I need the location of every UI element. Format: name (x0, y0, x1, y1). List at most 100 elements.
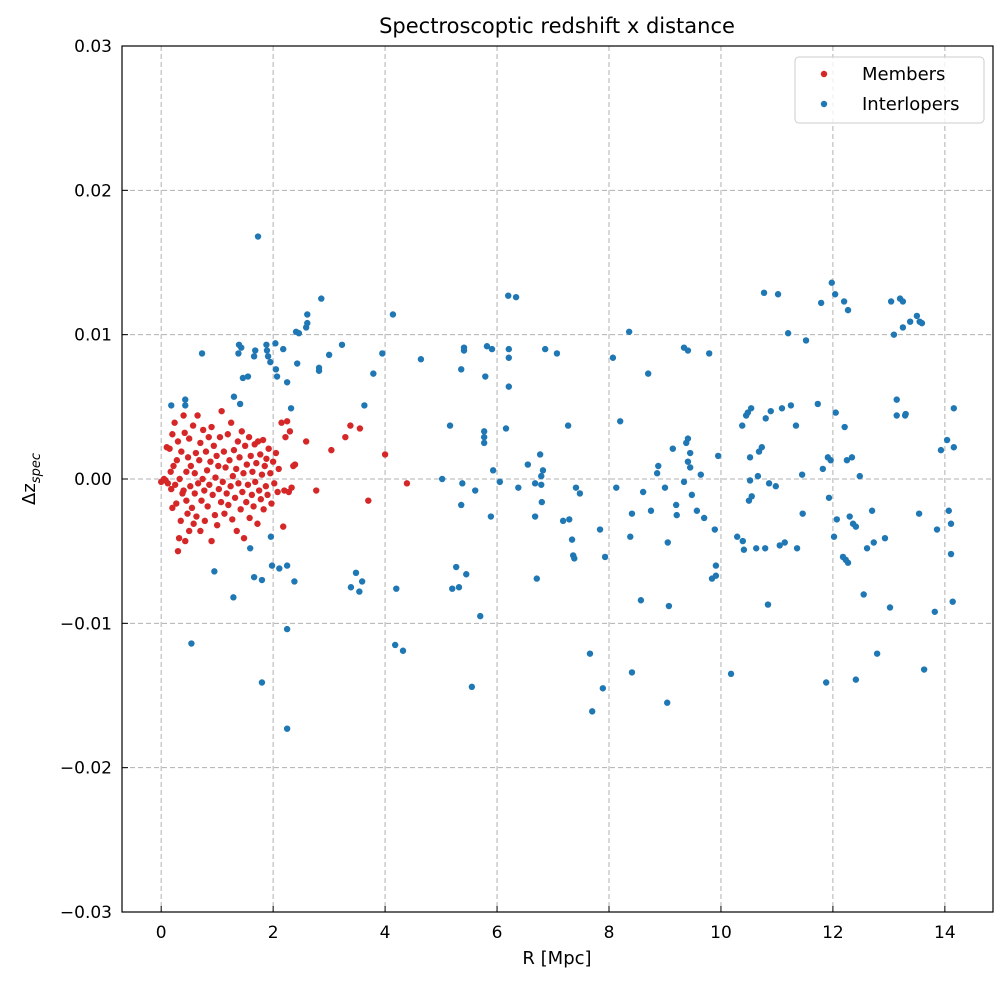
x-axis-label: R [Mpc] (522, 948, 591, 969)
point-interlopers (665, 602, 673, 610)
point-interlopers (950, 405, 958, 412)
point-interlopers (399, 647, 407, 654)
y-tick-label: −0.03 (60, 903, 112, 923)
point-members (265, 445, 272, 452)
point-members (356, 425, 364, 432)
point-members (211, 511, 219, 519)
point-interlopers (391, 641, 399, 649)
point-interlopers (772, 483, 780, 490)
point-interlopers (325, 351, 333, 359)
point-interlopers (644, 370, 652, 377)
point-interlopers (686, 464, 694, 471)
point-members (274, 488, 281, 496)
point-interlopers (893, 412, 900, 419)
point-members (254, 438, 262, 445)
point-interlopers (628, 669, 636, 676)
point-members (171, 419, 178, 426)
point-interlopers (902, 410, 909, 418)
point-members (275, 465, 282, 473)
point-members (302, 438, 310, 445)
point-members (183, 468, 190, 475)
point-interlopers (647, 507, 655, 514)
point-interlopers (576, 490, 584, 497)
point-interlopers (831, 291, 839, 298)
point-interlopers (533, 575, 540, 582)
point-members (240, 470, 247, 477)
point-members (225, 501, 232, 509)
point-interlopers (627, 533, 634, 540)
point-members (234, 438, 242, 445)
point-members (215, 485, 223, 493)
point-members (223, 490, 230, 497)
point-members (180, 487, 187, 494)
point-interlopers (873, 650, 881, 657)
point-interlopers (182, 396, 189, 403)
point-interlopers (700, 514, 708, 522)
point-interlopers (291, 578, 298, 585)
point-members (182, 537, 189, 545)
point-interlopers (230, 393, 238, 400)
point-members (268, 500, 275, 507)
point-members (240, 534, 248, 542)
point-interlopers (564, 422, 572, 429)
point-members (260, 506, 267, 513)
point-members (198, 497, 205, 504)
point-members (170, 462, 177, 470)
point-interlopers (358, 578, 366, 585)
point-interlopers (822, 679, 830, 686)
y-tick-label: −0.02 (60, 759, 112, 779)
point-members (252, 478, 259, 486)
y-tick-label: 0.01 (74, 326, 112, 346)
legend-box (794, 56, 985, 124)
point-members (243, 498, 250, 506)
point-members (259, 436, 267, 444)
point-interlopers (589, 708, 596, 715)
point-members (227, 483, 234, 490)
point-interlopers (477, 612, 484, 620)
point-members (184, 510, 191, 517)
point-interlopers (254, 233, 262, 240)
point-interlopers (572, 484, 580, 491)
point-interlopers (438, 475, 446, 483)
point-interlopers (746, 477, 754, 484)
point-members (254, 520, 261, 527)
legend-label-members: Members (862, 64, 945, 85)
point-interlopers (244, 373, 252, 380)
point-interlopers (566, 516, 573, 523)
point-members (187, 462, 195, 470)
point-interlopers (250, 573, 258, 581)
point-members (185, 527, 193, 535)
point-members (255, 487, 263, 494)
point-interlopers (758, 444, 766, 451)
point-members (230, 446, 238, 454)
point-interlopers (828, 279, 835, 286)
point-members (231, 494, 239, 501)
point-interlopers (230, 594, 237, 601)
point-members (229, 516, 236, 523)
point-interlopers (672, 501, 680, 509)
y-axis-label-sub: spec (29, 453, 44, 483)
point-interlopers (748, 493, 755, 500)
point-interlopers (793, 545, 801, 552)
point-interlopers (505, 354, 513, 361)
point-interlopers (417, 356, 425, 363)
point-interlopers (727, 670, 735, 678)
point-interlopers (653, 470, 661, 477)
point-members (173, 457, 181, 464)
point-interlopers (283, 562, 291, 569)
point-members (208, 537, 215, 545)
point-members (194, 412, 201, 419)
point-interlopers (536, 451, 544, 458)
point-interlopers (814, 400, 821, 408)
point-members (217, 498, 225, 506)
point-interlopers (246, 545, 254, 552)
point-interlopers (616, 418, 624, 425)
point-interlopers (586, 650, 594, 657)
point-interlopers (487, 513, 495, 520)
point-interlopers (283, 379, 291, 386)
x-tick-label: 8 (604, 923, 615, 943)
x-tick-label: 6 (492, 923, 503, 943)
point-interlopers (739, 422, 746, 429)
legend: Members Interlopers (794, 56, 985, 124)
point-members (218, 407, 225, 415)
